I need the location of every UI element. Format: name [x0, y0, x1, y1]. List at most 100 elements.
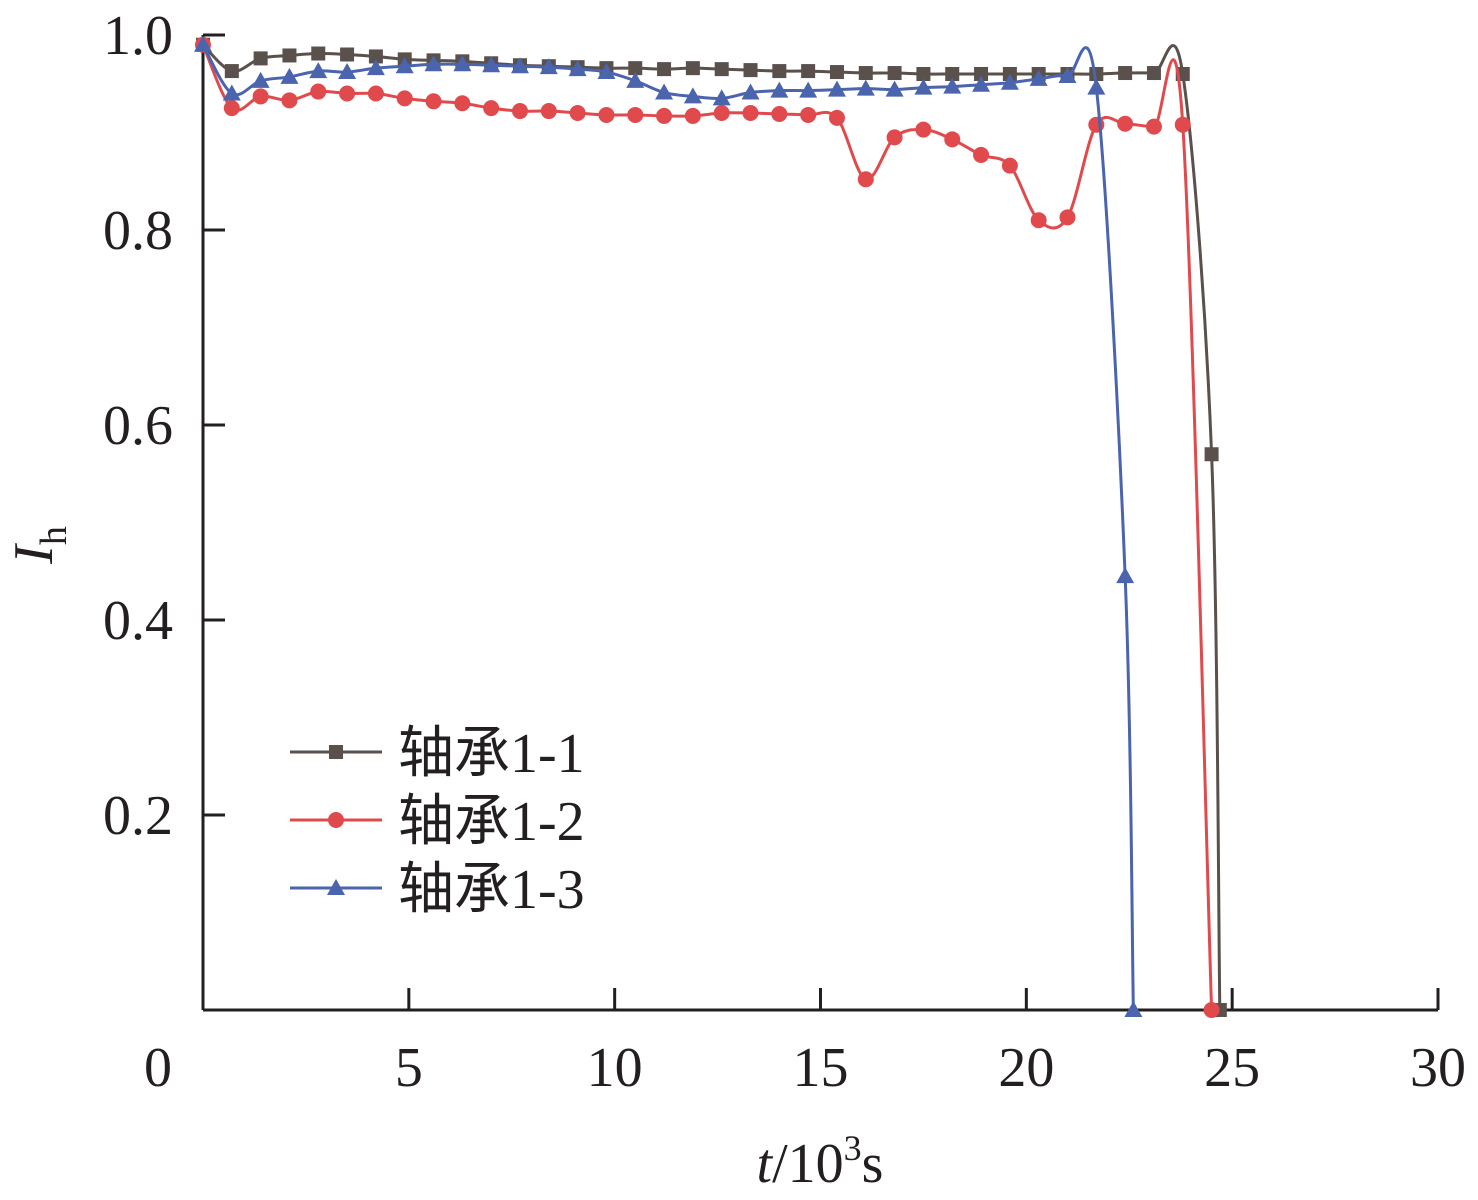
data-point-1-1	[916, 67, 931, 81]
data-point-1-2	[367, 85, 384, 102]
x-tick-label: 20	[998, 1037, 1054, 1099]
x-tick-label: 10	[587, 1037, 643, 1099]
data-point-1-3	[1058, 66, 1077, 83]
data-point-1-1	[282, 48, 297, 63]
x-tick-label: 0	[144, 1037, 172, 1099]
data-point-1-1	[974, 67, 989, 81]
data-point-1-2	[396, 90, 413, 107]
data-point-1-3	[914, 78, 933, 95]
series-line-1-1	[201, 43, 1222, 1011]
data-point-1-2	[828, 109, 845, 126]
x-tick-label: 15	[793, 1037, 849, 1099]
data-point-1-3	[1116, 567, 1135, 584]
data-point-1-3	[338, 63, 357, 80]
data-point-1-2	[310, 83, 327, 100]
data-point-1-1	[714, 62, 729, 77]
y-tick-label: 1.0	[103, 5, 173, 67]
legend-label: 轴承1-2	[398, 791, 585, 853]
legend-marker	[327, 879, 345, 895]
legend-item-1-2: 轴承1-2	[290, 791, 585, 853]
data-point-1-2	[944, 131, 961, 148]
data-point-1-2	[1203, 1002, 1220, 1018]
data-point-1-3	[943, 77, 962, 94]
data-point-1-1	[1146, 66, 1161, 81]
data-point-1-1	[772, 64, 787, 79]
data-point-1-1	[685, 61, 700, 76]
data-point-1-3	[655, 83, 674, 100]
data-point-1-2	[771, 105, 788, 122]
series-1-2	[195, 36, 1220, 1018]
series-line-1-2	[201, 44, 1214, 1011]
data-point-1-1	[311, 46, 326, 61]
data-point-1-3	[827, 80, 846, 97]
data-point-1-3	[280, 67, 299, 84]
data-point-1-3	[597, 63, 616, 80]
data-point-1-3	[1029, 69, 1048, 86]
data-point-1-1	[253, 51, 268, 66]
data-point-1-2	[1117, 115, 1134, 132]
data-point-1-1	[858, 66, 873, 81]
data-point-1-1	[945, 67, 960, 81]
data-point-1-3	[712, 89, 731, 106]
data-point-1-2	[656, 107, 673, 124]
data-point-1-2	[684, 107, 701, 124]
x-tick-label: 30	[1410, 1037, 1466, 1099]
data-point-1-2	[1059, 209, 1076, 226]
data-point-1-3	[482, 56, 501, 73]
data-point-1-2	[915, 121, 932, 138]
data-point-1-2	[1174, 116, 1191, 133]
data-point-1-2	[1030, 212, 1047, 229]
data-point-1-1	[368, 49, 383, 64]
data-point-1-2	[627, 106, 644, 123]
legend-label: 轴承1-3	[398, 859, 585, 921]
data-point-1-2	[511, 103, 528, 120]
x-tick-label: 25	[1204, 1037, 1260, 1099]
data-point-1-3	[366, 59, 385, 76]
data-point-1-2	[339, 85, 356, 102]
data-point-1-3	[972, 75, 991, 92]
data-point-1-2	[713, 105, 730, 121]
legend-marker	[329, 745, 343, 759]
legend-marker	[328, 812, 344, 828]
data-point-1-2	[483, 100, 500, 117]
y-tick-label: 0.6	[103, 395, 173, 457]
y-tick-label: 0.2	[103, 785, 173, 847]
data-point-1-3	[424, 55, 443, 72]
data-point-1-3	[1000, 73, 1019, 90]
data-point-1-1	[1204, 447, 1219, 462]
axes: 0 5 10 15 20 25 30 0.2 0.4 0.6 0.8 1.0	[103, 5, 1466, 1099]
data-point-1-3	[626, 71, 645, 88]
data-point-1-2	[425, 93, 442, 110]
data-point-1-2	[540, 103, 557, 120]
data-point-1-2	[857, 171, 874, 188]
legend-label: 轴承1-1	[398, 723, 585, 785]
data-point-1-3	[885, 80, 904, 97]
data-point-1-3	[251, 71, 270, 88]
data-point-1-3	[856, 79, 875, 96]
data-point-1-1	[340, 47, 355, 62]
legend-item-1-3: 轴承1-3	[290, 859, 585, 921]
data-point-1-3	[1087, 78, 1106, 95]
data-point-1-2	[742, 105, 759, 121]
series-line-1-3	[201, 43, 1135, 1011]
data-point-1-1	[224, 64, 239, 79]
series-1-3	[194, 35, 1143, 1017]
data-point-1-1	[801, 64, 816, 79]
y-tick-label: 0.8	[103, 200, 173, 262]
legend-item-1-1: 轴承1-1	[290, 723, 585, 785]
x-tick-label: 5	[395, 1037, 423, 1099]
series-1-1	[196, 37, 1227, 1017]
data-point-1-1	[1118, 66, 1133, 81]
data-point-1-1	[628, 61, 643, 76]
data-point-1-2	[886, 129, 903, 146]
data-point-1-2	[252, 88, 269, 105]
data-point-1-1	[887, 66, 902, 81]
data-point-1-2	[281, 92, 298, 109]
data-point-1-2	[598, 106, 615, 123]
data-point-1-2	[1145, 118, 1162, 135]
data-point-1-3	[453, 55, 472, 72]
data-point-1-1	[743, 63, 758, 78]
data-point-1-3	[683, 87, 702, 104]
data-point-1-1	[829, 65, 844, 80]
